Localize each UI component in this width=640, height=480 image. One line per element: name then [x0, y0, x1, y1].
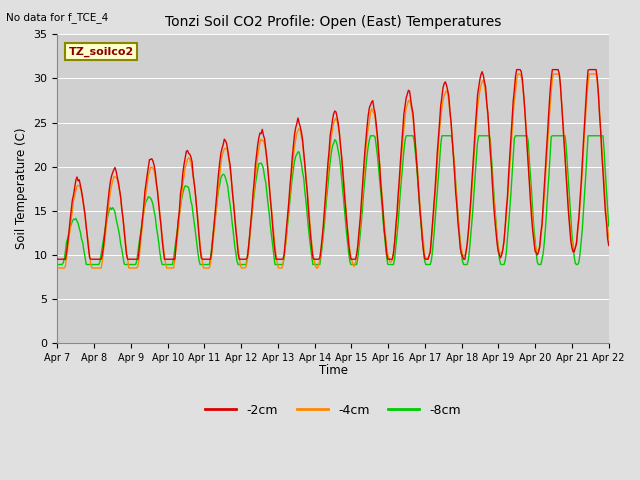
- Y-axis label: Soil Temperature (C): Soil Temperature (C): [15, 128, 28, 250]
- Text: No data for f_TCE_4: No data for f_TCE_4: [6, 12, 109, 23]
- X-axis label: Time: Time: [319, 364, 348, 377]
- Legend: -2cm, -4cm, -8cm: -2cm, -4cm, -8cm: [200, 399, 466, 421]
- Text: TZ_soilco2: TZ_soilco2: [68, 47, 134, 57]
- Title: Tonzi Soil CO2 Profile: Open (East) Temperatures: Tonzi Soil CO2 Profile: Open (East) Temp…: [165, 15, 501, 29]
